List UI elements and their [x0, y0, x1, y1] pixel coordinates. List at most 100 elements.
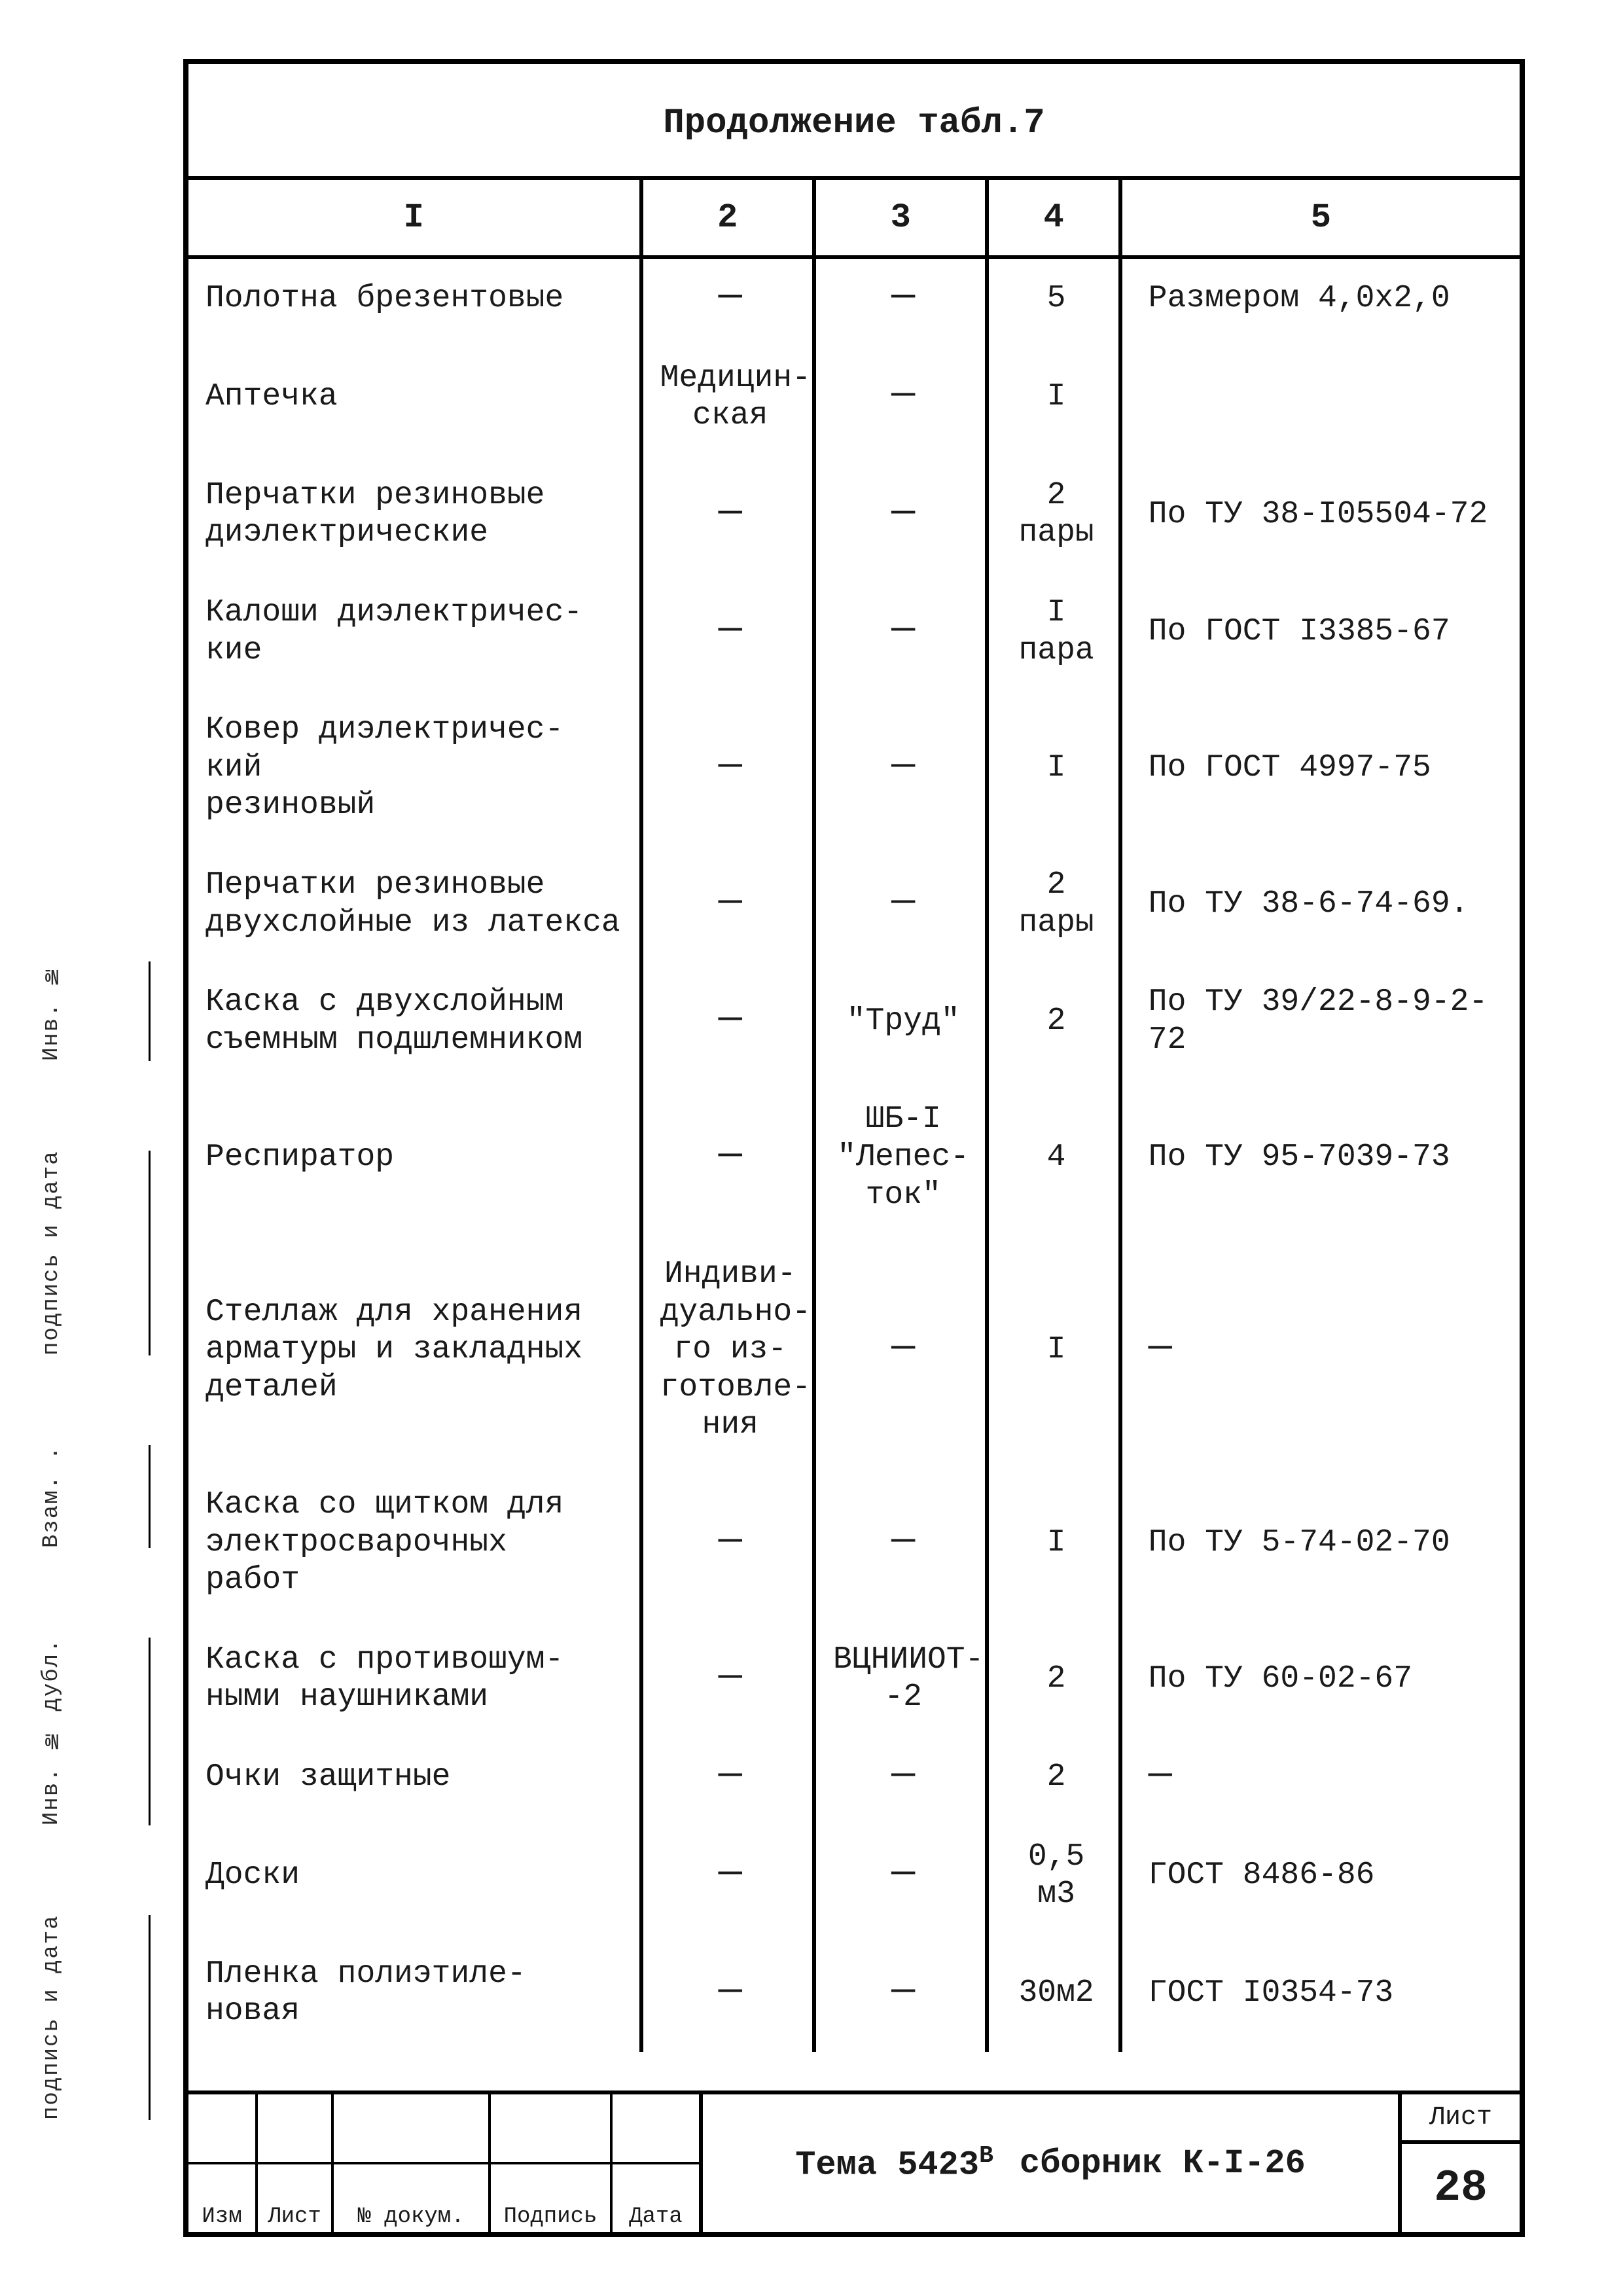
rev-header: Лист	[258, 2164, 334, 2232]
table-cell: —	[641, 1818, 814, 1935]
table-cell: —	[641, 846, 814, 963]
table-header-row: I 2 3 4 5	[188, 180, 1520, 257]
table-caption: Продолжение табл.7	[188, 64, 1520, 180]
table-cell: Ковер диэлектричес-кийрезиновый	[188, 691, 641, 846]
table-cell: 2	[987, 963, 1120, 1080]
table-row: Каска со щитком дляэлектросварочныхработ…	[188, 1465, 1520, 1621]
doc-code-a: Тема 5423	[795, 2145, 979, 2184]
binding-label: Инв. №	[39, 961, 151, 1061]
table-cell: Каска с противошум-ными наушниками	[188, 1621, 641, 1738]
table-cell: —	[814, 691, 987, 846]
table-row: Пленка полиэтиле-новая——30м2ГОСТ I0354-7…	[188, 1935, 1520, 2052]
binding-margin: подпись и дата Инв. № дубл. Взам. . подп…	[39, 916, 151, 2165]
table-row: Калоши диэлектричес-кие——IпараПо ГОСТ I3…	[188, 573, 1520, 691]
table-cell: По ГОСТ I3385-67	[1120, 573, 1520, 691]
table-cell: —	[814, 1818, 987, 1935]
table-cell: Пленка полиэтиле-новая	[188, 1935, 641, 2052]
table-cell: По ТУ 38-6-74-69.	[1120, 846, 1520, 963]
table-cell: По ТУ 60-02-67	[1120, 1621, 1520, 1738]
rev-header: № докум.	[334, 2164, 491, 2232]
binding-label: Инв. № дубл.	[39, 1638, 151, 1825]
table-cell: Полотна брезентовые	[188, 257, 641, 339]
table-cell: Аптечка	[188, 339, 641, 456]
table-cell: ГОСТ I0354-73	[1120, 1935, 1520, 2052]
table-cell: —	[814, 1935, 987, 2052]
table-cell: По ТУ 5-74-02-70	[1120, 1465, 1520, 1621]
table-cell: —	[641, 573, 814, 691]
table-cell: —	[814, 1235, 987, 1465]
title-block-sheet: Лист 28	[1398, 2094, 1520, 2232]
table-row: Каска с двухслойнымсъемным подшлемником—…	[188, 963, 1520, 1080]
table-cell: Очки защитные	[188, 1738, 641, 1818]
sheet-number: 28	[1402, 2144, 1520, 2232]
table-cell: —	[814, 456, 987, 573]
table-cell: —	[814, 339, 987, 456]
table-cell: ВЦНИИОТ--2	[814, 1621, 987, 1738]
table-cell: 30м2	[987, 1935, 1120, 2052]
table-cell: I	[987, 1465, 1120, 1621]
table-cell: Доски	[188, 1818, 641, 1935]
table-cell: —	[814, 1738, 987, 1818]
doc-code-b: сборник К-I-26	[1020, 2144, 1306, 2183]
col-header: 5	[1120, 180, 1520, 257]
table-cell: Размером 4,0х2,0	[1120, 257, 1520, 339]
table-cell: 4	[987, 1080, 1120, 1235]
table-row: Стеллаж для храненияарматуры и закладных…	[188, 1235, 1520, 1465]
table-cell: ШБ-I"Лепес-ток"	[814, 1080, 987, 1235]
table-cell: —	[814, 846, 987, 963]
table-row: Очки защитные——2—	[188, 1738, 1520, 1818]
table-row: Перчатки резиновыедиэлектрические——2пары…	[188, 456, 1520, 573]
table-row: Перчатки резиновыедвухслойные из латекса…	[188, 846, 1520, 963]
table-row: Каска с противошум-ными наушниками—ВЦНИИ…	[188, 1621, 1520, 1738]
table-cell: —	[1120, 1235, 1520, 1465]
title-block-revisions: Изм Лист № докум. Подпись Дата	[188, 2094, 703, 2232]
table-cell: I	[987, 1235, 1120, 1465]
table-cell: "Труд"	[814, 963, 987, 1080]
table-row: Респиратор—ШБ-I"Лепес-ток"4По ТУ 95-7039…	[188, 1080, 1520, 1235]
table-cell: Перчатки резиновыедиэлектрические	[188, 456, 641, 573]
col-header: 2	[641, 180, 814, 257]
col-header: 3	[814, 180, 987, 257]
doc-code-super: В	[979, 2142, 993, 2169]
table-cell: По ГОСТ 4997-75	[1120, 691, 1520, 846]
rev-header: Дата	[613, 2164, 699, 2232]
continuation-table: I 2 3 4 5 Полотна брезентовые——5Размером…	[188, 180, 1520, 2052]
table-cell: 2	[987, 1621, 1120, 1738]
rev-header: Подпись	[491, 2164, 613, 2232]
table-row: Доски——0,5м3ГОСТ 8486-86	[188, 1818, 1520, 1935]
table-cell: 0,5м3	[987, 1818, 1120, 1935]
table-cell: 2пары	[987, 456, 1120, 573]
table-row: Полотна брезентовые——5Размером 4,0х2,0	[188, 257, 1520, 339]
table-cell: —	[814, 573, 987, 691]
binding-label: Взам. .	[39, 1445, 151, 1548]
table-cell: —	[641, 456, 814, 573]
table-cell: —	[641, 1621, 814, 1738]
table-cell: По ТУ 38-I05504-72	[1120, 456, 1520, 573]
title-block: Изм Лист № докум. Подпись Дата Тема 5423…	[188, 2090, 1520, 2232]
table-cell: —	[814, 1465, 987, 1621]
rev-header: Изм	[188, 2164, 258, 2232]
table-cell: Iпара	[987, 573, 1120, 691]
table-cell: Индиви-дуально-го из-готовле-ния	[641, 1235, 814, 1465]
table-cell: —	[641, 691, 814, 846]
table-cell: Перчатки резиновыедвухслойные из латекса	[188, 846, 641, 963]
table-row: АптечкаМедицин-ская—I	[188, 339, 1520, 456]
table-cell: 5	[987, 257, 1120, 339]
table-cell: —	[641, 257, 814, 339]
table-cell: По ТУ 95-7039-73	[1120, 1080, 1520, 1235]
table-cell: По ТУ 39/22-8-9-2-72	[1120, 963, 1520, 1080]
table-row: Ковер диэлектричес-кийрезиновый——IПо ГОС…	[188, 691, 1520, 846]
table-cell: 2	[987, 1738, 1120, 1818]
sheet-label: Лист	[1402, 2094, 1520, 2144]
table-cell: Стеллаж для храненияарматуры и закладных…	[188, 1235, 641, 1465]
table-cell: —	[641, 963, 814, 1080]
table-cell: —	[1120, 1738, 1520, 1818]
binding-label: подпись и дата	[39, 1915, 151, 2121]
table-cell: —	[641, 1935, 814, 2052]
table-cell: Каска с двухслойнымсъемным подшлемником	[188, 963, 641, 1080]
table-cell: —	[641, 1465, 814, 1621]
table-cell: —	[641, 1080, 814, 1235]
col-header: 4	[987, 180, 1120, 257]
table-cell: —	[641, 1738, 814, 1818]
table-cell	[1120, 339, 1520, 456]
